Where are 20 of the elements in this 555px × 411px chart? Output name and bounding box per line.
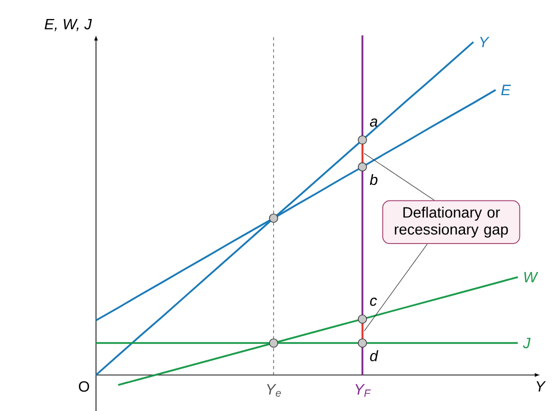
x-tick-label: Y$_{e}$ — [267, 384, 281, 397]
point — [269, 338, 278, 348]
annotation: c — [370, 298, 377, 306]
series-label: E — [501, 84, 511, 96]
x-tick-label: Y$_{F}$ — [356, 384, 371, 397]
annotation: d — [370, 350, 378, 362]
annotation: b — [370, 174, 378, 186]
series-label: Y — [480, 36, 490, 48]
series-label: W — [524, 272, 538, 282]
point — [358, 314, 367, 324]
x-axis-title: Y — [536, 381, 546, 392]
point — [269, 214, 278, 223]
point — [358, 162, 367, 172]
annotation: a — [370, 118, 378, 127]
y-axis-title: E, W, J — [44, 18, 92, 32]
point — [358, 338, 367, 348]
text: O — [78, 381, 90, 392]
point — [358, 135, 367, 144]
annotation: Deflationary or recessionary gap — [394, 206, 508, 238]
series-label: J — [522, 338, 531, 348]
